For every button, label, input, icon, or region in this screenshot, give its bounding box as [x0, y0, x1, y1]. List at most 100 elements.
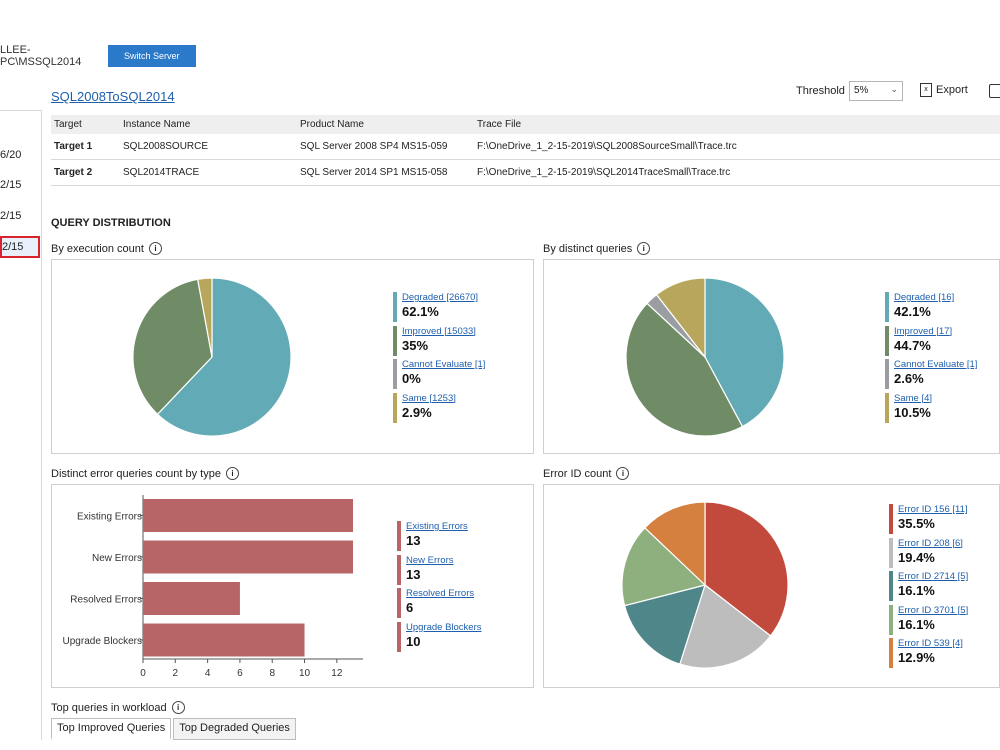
legend-link[interactable]: Existing Errors — [406, 521, 468, 532]
threshold-select[interactable]: 5% ⌄ — [849, 81, 903, 101]
x-tick-label: 4 — [205, 668, 211, 679]
legend-swatch — [397, 554, 401, 585]
legend-item: Cannot Evaluate [1] 2.6% — [885, 359, 977, 393]
pie-slice[interactable] — [644, 501, 706, 587]
pie-slice[interactable] — [132, 278, 213, 416]
legend-item: Error ID 208 [6] 19.4% — [889, 537, 968, 572]
workload-title: Top queries in workload i — [51, 701, 185, 714]
legend-swatch — [393, 392, 397, 423]
chart-legend: Degraded [26670] 62.1% Improved [15033] 35%… — [393, 292, 485, 426]
session-item[interactable]: 2/15 — [0, 179, 22, 191]
legend-swatch — [885, 392, 889, 423]
panel-title-error-types: Distinct error queries count by type i — [51, 467, 239, 480]
legend-value: 10.5% — [894, 404, 931, 420]
legend-value: 6 — [406, 600, 414, 615]
legend-swatch — [889, 604, 893, 635]
legend-value: 44.7% — [894, 337, 931, 353]
legend-link[interactable]: Improved [17] — [894, 325, 953, 337]
legend-link[interactable]: Error ID 539 [4] — [898, 638, 963, 649]
column-header: Trace File — [477, 119, 522, 130]
print-icon[interactable] — [989, 84, 1000, 98]
legend-link[interactable]: Error ID 2714 [5] — [898, 571, 969, 582]
session-item[interactable]: 6/20 — [0, 149, 22, 161]
legend-value: 62.1% — [402, 304, 439, 319]
bar[interactable] — [143, 540, 353, 574]
legend-item: Error ID 539 [4] 12.9% — [889, 638, 968, 672]
x-tick-label: 6 — [237, 668, 243, 679]
panel-title-text: By execution count — [51, 242, 144, 255]
legend-link[interactable]: Degraded [16] — [894, 292, 955, 303]
pie-slice[interactable] — [704, 501, 789, 637]
legend-link[interactable]: Upgrade Blockers — [406, 621, 482, 633]
chart-panel-error-types: Existing Errors New Errors Resolved Errors… — [51, 484, 534, 688]
info-icon[interactable]: i — [225, 467, 239, 480]
session-item-selected[interactable]: 2/15 — [0, 236, 40, 258]
column-header: Target — [54, 119, 82, 130]
legend-value: 19.4% — [898, 549, 935, 565]
legend-value: 13 — [406, 533, 421, 548]
workload-tabs: Top Improved Queries Top Degraded Querie… — [51, 718, 298, 740]
table-cell: F:\OneDrive_1_2-15-2019\SQL2014TraceSmal… — [477, 167, 731, 178]
legend-link[interactable]: Resolved Errors — [406, 588, 475, 599]
legend-link[interactable]: Cannot Evaluate [1] — [894, 359, 978, 370]
info-icon[interactable]: i — [148, 242, 162, 255]
pie-slice[interactable] — [679, 583, 772, 669]
legend-value: 16.1% — [898, 616, 935, 632]
table-cell: SQL2008SOURCE — [123, 141, 209, 152]
panel-title-distinct: By distinct queries i — [543, 242, 651, 255]
legend-link[interactable]: Error ID 208 [6] — [898, 537, 963, 549]
legend-value: 13 — [406, 566, 421, 582]
info-icon[interactable]: i — [171, 701, 185, 714]
legend-item: Existing Errors 13 — [397, 521, 482, 555]
chevron-down-icon: ⌄ — [890, 84, 898, 94]
analysis-title-link[interactable]: SQL2008ToSQL2014 — [51, 89, 175, 104]
pie-slice[interactable] — [625, 302, 744, 437]
table-cell: Target 2 — [54, 167, 93, 178]
legend-swatch — [393, 292, 397, 322]
switch-server-button[interactable]: Switch Server — [108, 45, 196, 67]
legend-link[interactable]: Same [4] — [894, 392, 933, 404]
legend-link[interactable]: Cannot Evaluate [1] — [402, 359, 486, 370]
legend-value: 42.1% — [894, 304, 931, 319]
pie-slice[interactable] — [655, 277, 706, 359]
info-icon[interactable]: i — [637, 242, 651, 255]
pie-slice[interactable] — [623, 584, 706, 665]
export-button[interactable]: x Export — [920, 83, 968, 97]
pie-chart-error-id — [621, 501, 789, 669]
export-label: Export — [936, 84, 968, 96]
legend-swatch — [397, 521, 401, 551]
targets-table: Target Instance Name Product Name Trace … — [51, 115, 1000, 186]
legend-item: Improved [17] 44.7% — [885, 325, 977, 360]
legend-link[interactable]: Same [1253] — [402, 392, 456, 404]
legend-item: New Errors 13 — [397, 554, 482, 589]
table-cell: SQL2014TRACE — [123, 167, 200, 178]
legend-link[interactable]: Degraded [26670] — [402, 292, 479, 303]
legend-swatch — [397, 621, 401, 652]
legend-swatch — [397, 588, 401, 618]
legend-value: 2.9% — [402, 404, 432, 420]
bar[interactable] — [143, 623, 305, 657]
bar[interactable] — [143, 582, 240, 615]
legend-item: Same [1253] 2.9% — [393, 392, 485, 427]
session-list: 6/20 2/15 2/15 2/15 — [0, 110, 42, 740]
session-item[interactable]: 2/15 — [0, 210, 22, 222]
legend-value: 0% — [402, 371, 421, 386]
threshold-label: Threshold — [796, 85, 845, 97]
pie-slice[interactable] — [156, 277, 292, 437]
info-icon[interactable]: i — [616, 467, 630, 480]
pie-slice[interactable] — [196, 277, 213, 358]
threshold-value: 5% — [854, 85, 869, 96]
pie-slice[interactable] — [704, 277, 785, 428]
legend-item: Cannot Evaluate [1] 0% — [393, 359, 485, 393]
tab-top-improved[interactable]: Top Improved Queries — [51, 718, 172, 740]
tab-top-degraded[interactable]: Top Degraded Queries — [173, 718, 296, 740]
legend-link[interactable]: New Errors — [406, 554, 454, 566]
bar[interactable] — [143, 499, 353, 532]
legend-link[interactable]: Error ID 3701 [5] — [898, 604, 969, 616]
legend-item: Error ID 3701 [5] 16.1% — [889, 604, 969, 639]
panel-title-text: Distinct error queries count by type — [51, 467, 221, 480]
pie-slice[interactable] — [621, 526, 707, 607]
legend-link[interactable]: Improved [15033] — [402, 325, 476, 337]
legend-link[interactable]: Error ID 156 [11] — [898, 504, 968, 515]
server-name: LLEE-PC\MSSQL2014 — [0, 44, 82, 68]
